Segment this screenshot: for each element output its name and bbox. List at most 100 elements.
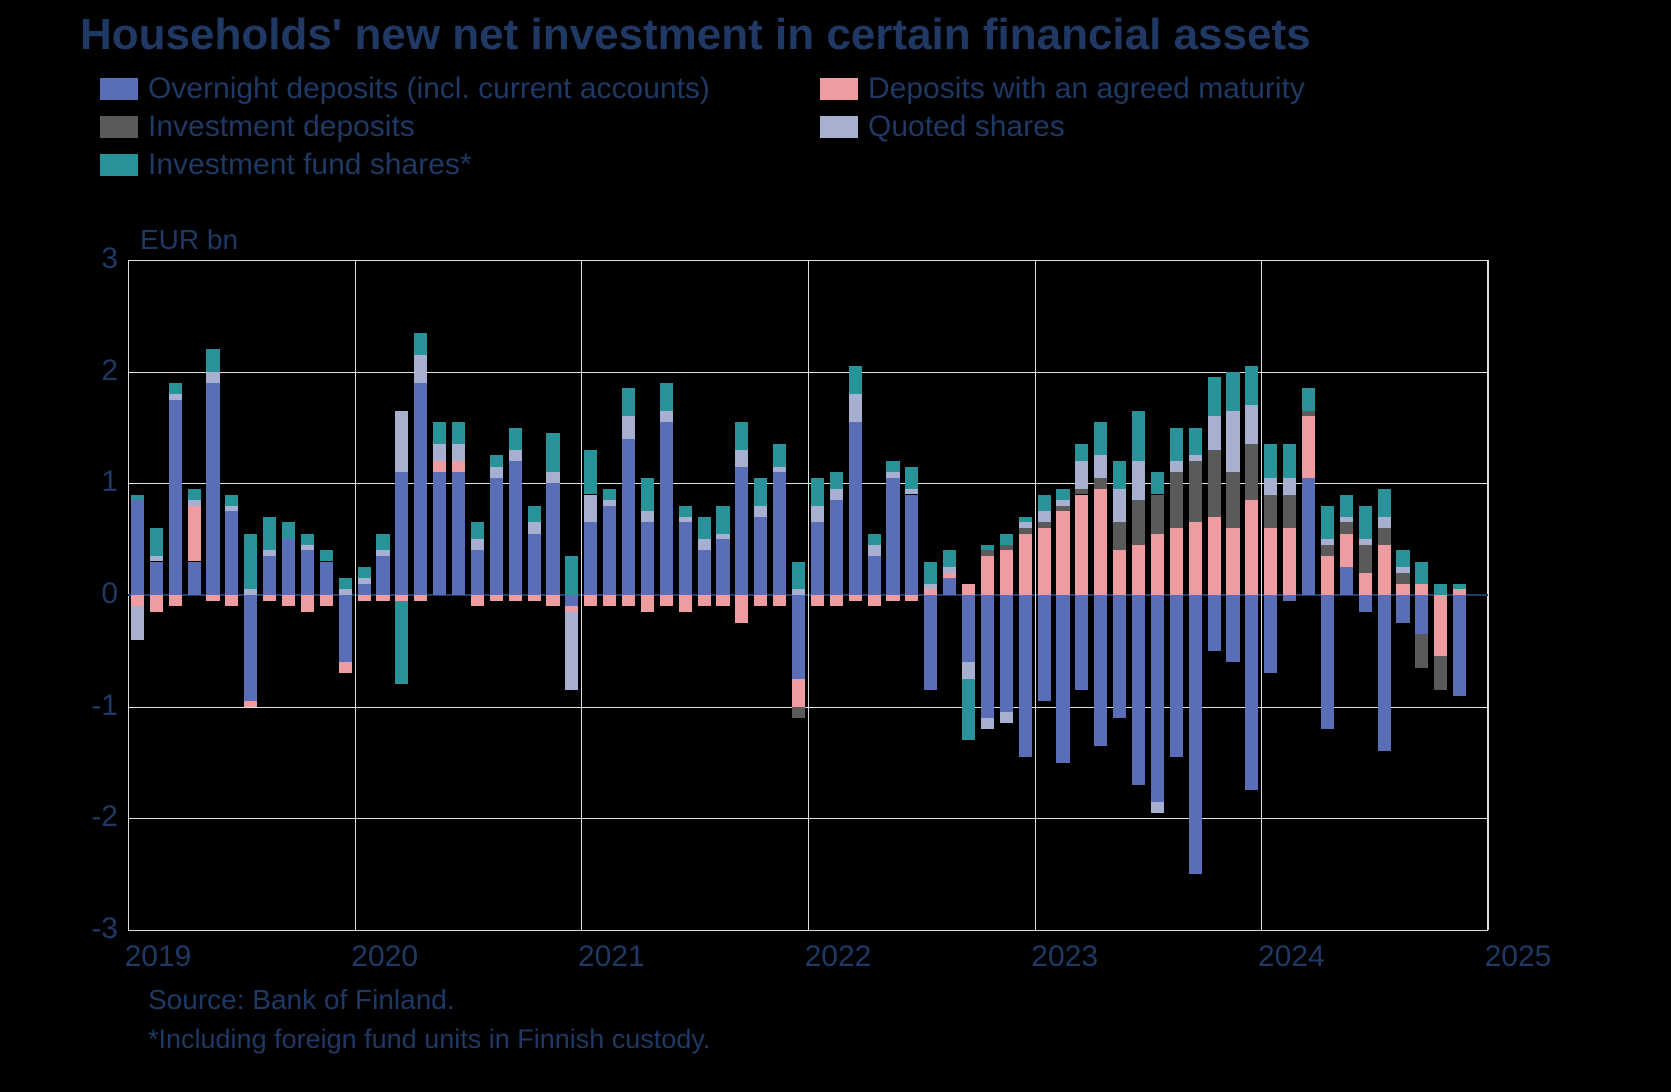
bar-segment xyxy=(1321,539,1334,545)
bar-segment xyxy=(1226,472,1239,528)
bar-segment xyxy=(603,500,616,506)
bar-segment xyxy=(868,545,881,556)
bar-segment xyxy=(830,489,843,500)
legend-item: Overnight deposits (incl. current accoun… xyxy=(100,72,800,106)
bar-segment xyxy=(679,595,692,612)
bar-segment xyxy=(1038,528,1051,595)
bar-segment xyxy=(1056,511,1069,595)
bar-segment xyxy=(849,366,862,394)
bar-segment xyxy=(1264,528,1277,595)
bar-segment xyxy=(1302,388,1315,410)
bar-segment xyxy=(358,567,371,578)
bar-segment xyxy=(376,595,389,601)
bar-segment xyxy=(282,539,295,595)
x-tick-label: 2021 xyxy=(578,940,645,974)
bar-segment xyxy=(301,595,314,612)
bar-segment xyxy=(1113,522,1126,550)
bar-segment xyxy=(1396,595,1409,623)
bar-segment xyxy=(414,333,427,355)
legend-swatch xyxy=(820,78,858,100)
bar-segment xyxy=(471,550,484,595)
bar-segment xyxy=(716,595,729,606)
bar-segment xyxy=(169,400,182,595)
bar-segment xyxy=(1151,472,1164,494)
bar-segment xyxy=(886,472,899,478)
bar-segment xyxy=(1453,584,1466,590)
bar-segment xyxy=(1019,528,1032,534)
bar-segment xyxy=(339,589,352,595)
bar-segment xyxy=(1396,550,1409,567)
bar-segment xyxy=(1208,517,1221,595)
bar-segment xyxy=(358,595,371,601)
bar-segment xyxy=(358,578,371,584)
bar-segment xyxy=(471,539,484,550)
bar-segment xyxy=(150,528,163,556)
bar-segment xyxy=(188,500,201,506)
bar-segment xyxy=(131,606,144,640)
bar-segment xyxy=(981,556,994,595)
bar-segment xyxy=(1434,584,1447,595)
bar-segment xyxy=(1245,444,1258,500)
bar-segment xyxy=(886,478,899,595)
bar-segment xyxy=(1226,411,1239,472)
bar-segment xyxy=(641,511,654,522)
bar-segment xyxy=(1151,495,1164,534)
bar-segment xyxy=(1264,444,1277,478)
year-divider xyxy=(1035,260,1036,930)
bar-segment xyxy=(169,595,182,606)
bar-segment xyxy=(1019,522,1032,528)
bar-segment xyxy=(1321,545,1334,556)
bar-segment xyxy=(811,478,824,506)
bar-segment xyxy=(792,595,805,679)
year-divider xyxy=(581,260,582,930)
bar-segment xyxy=(150,595,163,612)
bar-segment xyxy=(735,467,748,595)
bar-segment xyxy=(188,562,201,596)
bar-segment xyxy=(1170,461,1183,472)
bar-segment xyxy=(1415,634,1428,668)
bar-segment xyxy=(716,506,729,534)
bar-segment xyxy=(1208,416,1221,450)
bar-segment xyxy=(414,595,427,601)
y-tick-label: 3 xyxy=(73,242,118,276)
bar-segment xyxy=(773,467,786,473)
bar-segment xyxy=(1151,595,1164,802)
bar-segment xyxy=(773,444,786,466)
bar-segment xyxy=(905,595,918,601)
bar-segment xyxy=(698,539,711,550)
bar-segment xyxy=(1056,595,1069,763)
bar-segment xyxy=(320,562,333,596)
bar-segment xyxy=(660,595,673,606)
bar-segment xyxy=(1415,562,1428,584)
bar-segment xyxy=(754,478,767,506)
bar-segment xyxy=(490,595,503,601)
bar-segment xyxy=(584,595,597,606)
bar-segment xyxy=(1208,450,1221,517)
bar-segment xyxy=(773,595,786,606)
bar-segment xyxy=(1132,500,1145,545)
bar-segment xyxy=(301,550,314,595)
bar-segment xyxy=(981,595,994,718)
y-axis-label: EUR bn xyxy=(140,224,238,256)
bar-segment xyxy=(1208,377,1221,416)
legend-item: Deposits with an agreed maturity xyxy=(820,72,1420,106)
bar-segment xyxy=(1378,545,1391,595)
bar-segment xyxy=(735,450,748,467)
bar-segment xyxy=(1340,495,1353,517)
bar-segment xyxy=(490,455,503,466)
bar-segment xyxy=(603,595,616,606)
bar-segment xyxy=(131,595,144,606)
bar-segment xyxy=(414,383,427,595)
bar-segment xyxy=(565,612,578,690)
bar-segment xyxy=(320,550,333,561)
y-tick-label: -3 xyxy=(73,912,118,946)
bar-segment xyxy=(546,472,559,483)
bar-segment xyxy=(735,422,748,450)
bar-segment xyxy=(1019,534,1032,595)
bar-segment xyxy=(886,595,899,601)
bar-segment xyxy=(244,589,257,595)
bar-segment xyxy=(1340,522,1353,533)
legend-swatch xyxy=(100,116,138,138)
bar-segment xyxy=(244,595,257,701)
bar-segment xyxy=(849,394,862,422)
